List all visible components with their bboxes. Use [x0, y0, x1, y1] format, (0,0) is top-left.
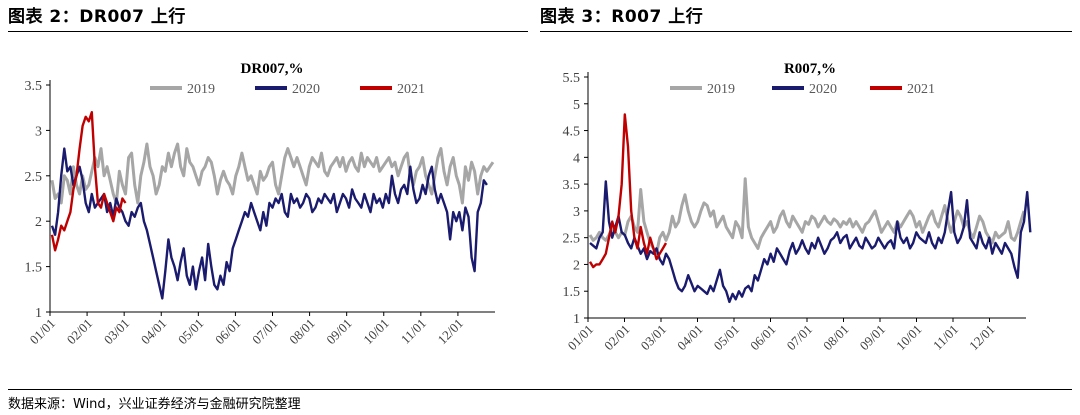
series-line-2021	[588, 113, 668, 269]
title-rule-left	[8, 31, 528, 32]
y-tick-label: 5.5	[563, 71, 581, 86]
r007-chart: R007,% 2019 2020 2021 1 1.5 2 2.5 3 3.5 4 4.5 5 5.5 01…	[563, 61, 1032, 354]
figure-title-dr007: 图表 2：DR007 上行	[8, 7, 186, 27]
x-tick-label: 04/01	[674, 322, 706, 354]
footer-rule	[8, 389, 1072, 390]
series-line-2020	[589, 180, 1032, 304]
x-tick-label: 04/01	[138, 316, 170, 348]
chart-title: DR007,%	[241, 61, 304, 77]
series-line-2021	[50, 110, 127, 252]
x-tick-label: 05/01	[711, 322, 743, 354]
y-tick-label: 2.5	[25, 170, 43, 185]
legend-label-2019: 2019	[707, 82, 735, 97]
y-tick-label: 2.5	[563, 232, 581, 247]
y-tick-label: 1	[573, 312, 580, 327]
y-tick-label: 3.5	[563, 178, 581, 193]
x-tick-label: 03/01	[638, 322, 670, 354]
dr007-chart: DR007,% 2019 2020 2021 1 1.5 2 2.5 3 3.5 01/01 02/0…	[25, 61, 495, 348]
y-tick-label: 2	[573, 258, 580, 273]
series-line-2020	[50, 147, 488, 300]
series-line-2019	[588, 177, 1026, 256]
x-tick-label: 06/01	[747, 322, 779, 354]
y-tick-label: 4.5	[563, 125, 581, 140]
y-tick-label: 1	[35, 306, 42, 321]
legend-label-2021: 2021	[397, 82, 425, 97]
x-tick-label: 07/01	[784, 322, 816, 354]
figure-title-r007: 图表 3：R007 上行	[540, 7, 704, 27]
title-rule-right	[540, 31, 1072, 32]
data-source-note: 数据来源：Wind，兴业证券经济与金融研究院整理	[8, 397, 301, 412]
x-tick-label: 02/01	[601, 322, 633, 354]
y-tick-label: 3.5	[25, 79, 43, 94]
x-tick-label: 09/01	[323, 316, 355, 348]
x-tick-label: 12/01	[434, 316, 466, 348]
y-tick-label: 1.5	[563, 285, 581, 300]
x-tick-label: 11/01	[398, 316, 429, 347]
x-tick-label: 01/01	[565, 322, 597, 354]
x-tick-label: 10/01	[360, 316, 392, 348]
y-tick-label: 4	[573, 151, 580, 166]
legend-label-2019: 2019	[187, 82, 215, 97]
x-tick-label: 03/01	[101, 316, 133, 348]
x-tick-label: 09/01	[857, 322, 889, 354]
y-tick-label: 2	[35, 215, 42, 230]
x-tick-label: 01/01	[27, 316, 59, 348]
y-tick-label: 1.5	[25, 261, 43, 276]
x-tick-label: 07/01	[249, 316, 281, 348]
series-line-2019	[50, 142, 495, 205]
y-tick-label: 3	[35, 124, 42, 139]
x-tick-label: 05/01	[175, 316, 207, 348]
legend-label-2020: 2020	[809, 82, 837, 97]
x-tick-label: 10/01	[893, 322, 925, 354]
y-tick-label: 3	[573, 205, 580, 220]
x-tick-label: 02/01	[64, 316, 96, 348]
x-tick-label: 08/01	[820, 322, 852, 354]
y-tick-label: 5	[573, 98, 580, 113]
chart-title: R007,%	[784, 61, 836, 77]
x-tick-label: 11/01	[930, 322, 961, 353]
x-tick-label: 12/01	[966, 322, 998, 354]
legend-label-2020: 2020	[292, 82, 320, 97]
x-tick-label: 08/01	[286, 316, 318, 348]
x-tick-label: 06/01	[212, 316, 244, 348]
legend-label-2021: 2021	[907, 82, 935, 97]
